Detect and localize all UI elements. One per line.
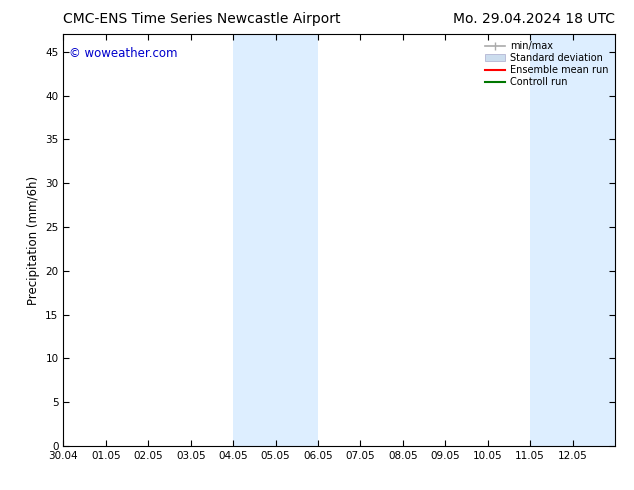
Text: © woweather.com: © woweather.com: [69, 47, 178, 60]
Text: Mo. 29.04.2024 18 UTC: Mo. 29.04.2024 18 UTC: [453, 12, 615, 26]
Y-axis label: Precipitation (mm/6h): Precipitation (mm/6h): [27, 175, 40, 305]
Bar: [530, 34, 615, 446]
Text: CMC-ENS Time Series Newcastle Airport: CMC-ENS Time Series Newcastle Airport: [63, 12, 341, 26]
Legend: min/max, Standard deviation, Ensemble mean run, Controll run: min/max, Standard deviation, Ensemble me…: [483, 39, 610, 89]
Bar: [233, 34, 318, 446]
